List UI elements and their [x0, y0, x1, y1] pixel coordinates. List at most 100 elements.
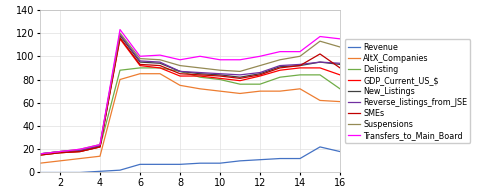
AltX_Companies: [297, 88, 303, 90]
GDP_Current_US_$: [97, 146, 103, 148]
Line: New_Listings: New_Listings: [40, 35, 340, 154]
Reverse_listings_from_JSE: [257, 71, 263, 74]
New_Listings: [257, 73, 263, 75]
AltX_Companies: [237, 92, 243, 95]
AltX_Companies: [337, 100, 343, 103]
Line: Transfers_to_Main_Board: Transfers_to_Main_Board: [40, 30, 340, 154]
AltX_Companies: [117, 78, 123, 81]
Reverse_listings_from_JSE: [97, 145, 103, 147]
Transfers_to_Main_Board: [177, 59, 183, 61]
GDP_Current_US_$: [77, 150, 83, 153]
Legend: Revenue, AltX_Companies, Delisting, GDP_Current_US_$, New_Listings, Reverse_list: Revenue, AltX_Companies, Delisting, GDP_…: [344, 39, 470, 143]
Reverse_listings_from_JSE: [317, 61, 323, 63]
Reverse_listings_from_JSE: [77, 149, 83, 152]
Reverse_listings_from_JSE: [157, 61, 163, 63]
SMEs: [37, 154, 43, 156]
AltX_Companies: [177, 84, 183, 86]
SMEs: [97, 146, 103, 148]
Suspensions: [297, 55, 303, 57]
Suspensions: [177, 64, 183, 67]
Suspensions: [77, 148, 83, 150]
New_Listings: [197, 73, 203, 75]
Suspensions: [117, 32, 123, 34]
Suspensions: [277, 59, 283, 61]
Reverse_listings_from_JSE: [137, 60, 143, 62]
Reverse_listings_from_JSE: [197, 71, 203, 74]
Transfers_to_Main_Board: [217, 59, 223, 61]
New_Listings: [317, 61, 323, 63]
Delisting: [297, 74, 303, 76]
Delisting: [257, 83, 263, 85]
Delisting: [137, 67, 143, 69]
Reverse_listings_from_JSE: [177, 70, 183, 73]
Revenue: [57, 171, 63, 174]
Suspensions: [217, 69, 223, 71]
Reverse_listings_from_JSE: [57, 150, 63, 153]
AltX_Companies: [317, 99, 323, 102]
Revenue: [177, 163, 183, 165]
AltX_Companies: [57, 160, 63, 162]
Revenue: [197, 162, 203, 164]
AltX_Companies: [77, 157, 83, 160]
Line: AltX_Companies: AltX_Companies: [40, 74, 340, 163]
Delisting: [237, 83, 243, 85]
Delisting: [117, 69, 123, 71]
Revenue: [137, 163, 143, 165]
Revenue: [157, 163, 163, 165]
Revenue: [217, 162, 223, 164]
SMEs: [157, 64, 163, 67]
Revenue: [297, 157, 303, 160]
GDP_Current_US_$: [157, 67, 163, 69]
New_Listings: [37, 153, 43, 155]
Transfers_to_Main_Board: [337, 38, 343, 40]
New_Listings: [77, 149, 83, 152]
Delisting: [217, 78, 223, 81]
New_Listings: [297, 64, 303, 67]
Suspensions: [257, 64, 263, 67]
Transfers_to_Main_Board: [77, 148, 83, 150]
Reverse_listings_from_JSE: [297, 63, 303, 66]
New_Listings: [337, 63, 343, 66]
Line: Suspensions: Suspensions: [40, 33, 340, 154]
Reverse_listings_from_JSE: [337, 62, 343, 64]
GDP_Current_US_$: [177, 75, 183, 77]
SMEs: [217, 75, 223, 77]
New_Listings: [277, 66, 283, 68]
Transfers_to_Main_Board: [57, 150, 63, 153]
New_Listings: [97, 145, 103, 147]
Transfers_to_Main_Board: [157, 54, 163, 56]
Delisting: [337, 88, 343, 90]
Line: SMEs: SMEs: [40, 38, 340, 155]
AltX_Companies: [277, 90, 283, 92]
Transfers_to_Main_Board: [297, 50, 303, 53]
SMEs: [77, 150, 83, 153]
Suspensions: [57, 150, 63, 153]
Line: GDP_Current_US_$: GDP_Current_US_$: [40, 39, 340, 155]
New_Listings: [117, 34, 123, 36]
SMEs: [177, 73, 183, 75]
AltX_Companies: [257, 90, 263, 92]
SMEs: [197, 74, 203, 76]
Delisting: [37, 154, 43, 156]
Suspensions: [337, 46, 343, 48]
AltX_Companies: [157, 73, 163, 75]
Reverse_listings_from_JSE: [237, 74, 243, 76]
GDP_Current_US_$: [137, 64, 143, 67]
Revenue: [277, 157, 283, 160]
Suspensions: [237, 70, 243, 73]
New_Listings: [137, 61, 143, 63]
New_Listings: [57, 150, 63, 153]
Revenue: [257, 159, 263, 161]
Suspensions: [317, 40, 323, 42]
Suspensions: [157, 59, 163, 61]
Delisting: [97, 146, 103, 148]
GDP_Current_US_$: [337, 74, 343, 76]
Transfers_to_Main_Board: [117, 28, 123, 31]
SMEs: [257, 74, 263, 76]
SMEs: [337, 67, 343, 69]
Delisting: [277, 76, 283, 78]
Suspensions: [137, 57, 143, 60]
SMEs: [237, 77, 243, 80]
Transfers_to_Main_Board: [137, 55, 143, 57]
SMEs: [297, 64, 303, 67]
